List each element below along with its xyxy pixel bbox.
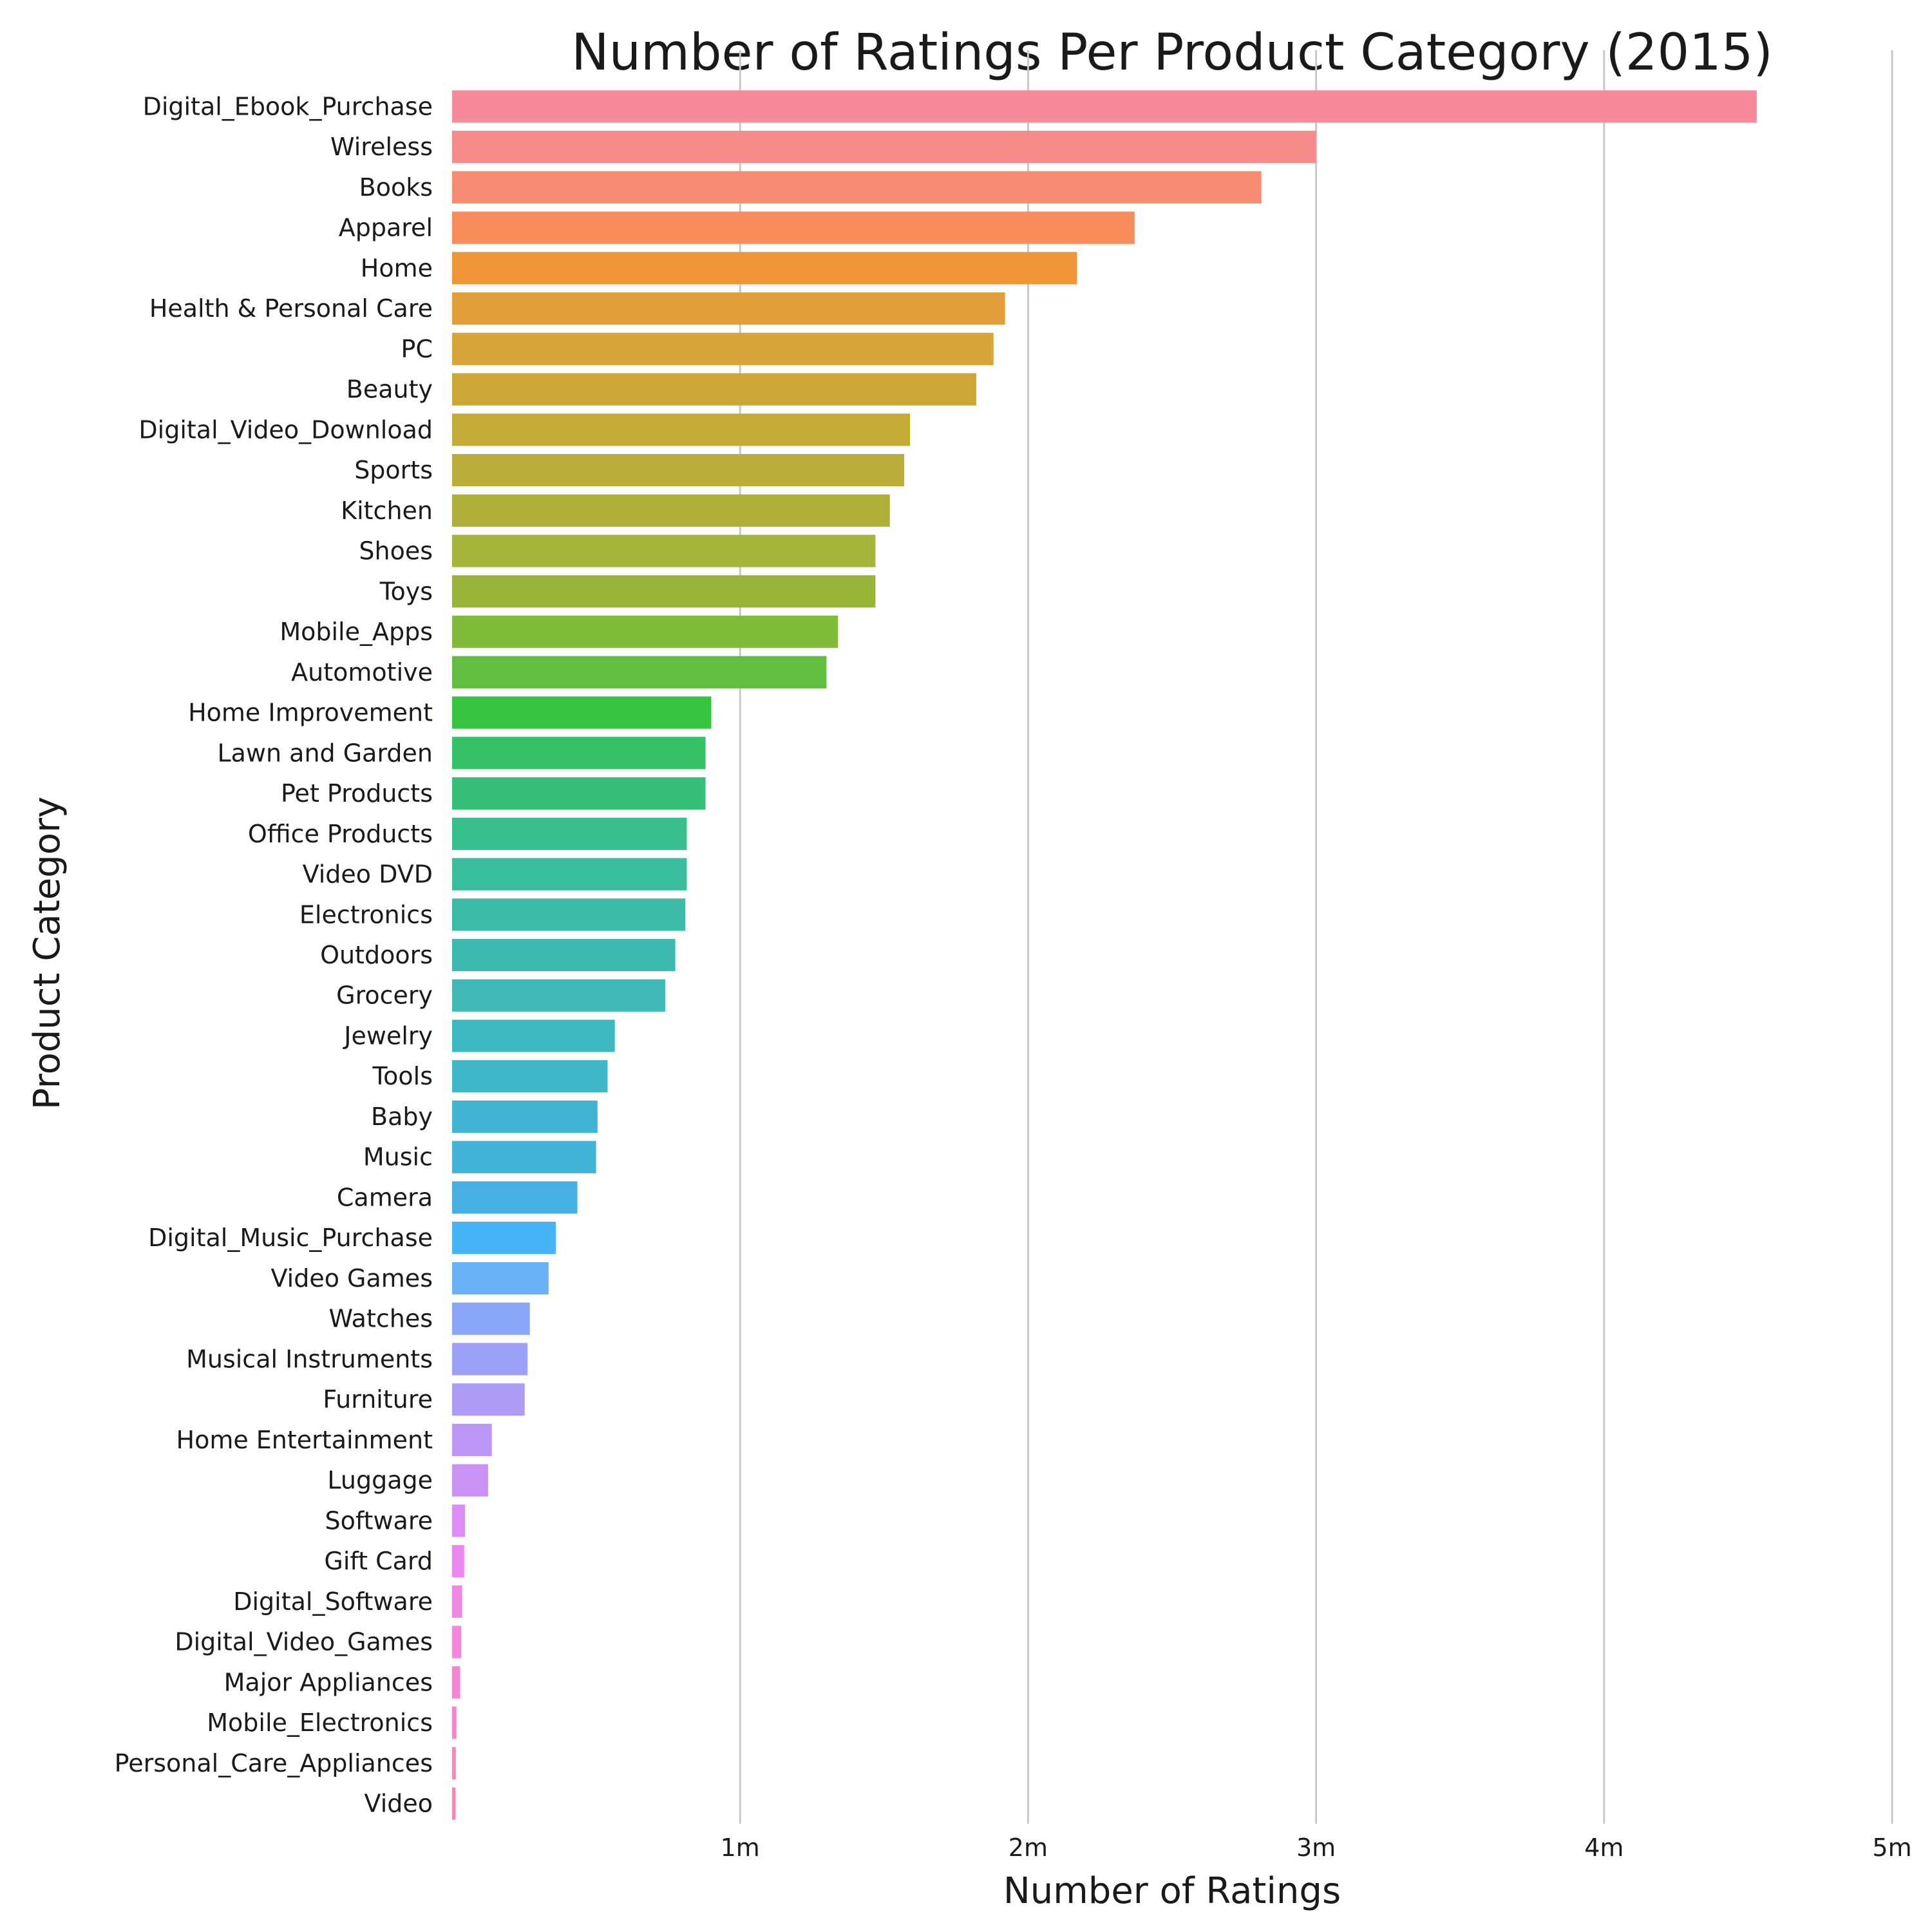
category-label: Watches <box>329 1305 433 1333</box>
bar-home <box>452 252 1077 285</box>
category-label: Books <box>359 173 433 202</box>
category-label: Mobile_Apps <box>279 618 433 646</box>
bar-pet-products <box>452 777 706 810</box>
category-label: Office Products <box>248 820 433 848</box>
category-label: PC <box>401 335 433 363</box>
category-label: Major Appliances <box>224 1668 433 1696</box>
bar-office-products <box>452 817 687 850</box>
x-tick-label: 3m <box>1296 1833 1336 1862</box>
bar-jewelry <box>452 1019 615 1052</box>
category-labels: Digital_Ebook_Purchase Wireless Books Appar… <box>115 92 433 1817</box>
bar-automotive <box>452 656 827 688</box>
category-label: Kitchen <box>341 497 433 525</box>
category-label: Health & Personal Care <box>149 294 433 323</box>
bar-beauty <box>452 373 976 406</box>
category-label: Electronics <box>299 900 433 929</box>
category-label: Camera <box>337 1183 433 1211</box>
bar-luggage <box>452 1464 488 1497</box>
x-tick-label: 1m <box>721 1833 760 1862</box>
chart-title: Number of Ratings Per Product Category (… <box>571 24 1773 82</box>
bar-furniture <box>452 1383 525 1416</box>
category-label: Digital_Ebook_Purchase <box>143 92 433 120</box>
bar-grocery <box>452 979 665 1012</box>
bar-major-appliances <box>452 1666 460 1699</box>
category-label: Software <box>325 1506 433 1535</box>
bar-personal-care-appliances <box>452 1747 456 1779</box>
category-label: Luggage <box>327 1466 433 1495</box>
bar-home-entertainment <box>452 1423 492 1457</box>
category-label: Video Games <box>271 1264 433 1293</box>
bar-outdoors <box>452 938 676 972</box>
category-label: Grocery <box>336 981 433 1010</box>
category-label: Apparel <box>339 214 433 242</box>
bar-video <box>452 1787 456 1820</box>
category-label: Beauty <box>346 375 433 404</box>
bar-lawn-and-garden <box>452 737 706 770</box>
category-label: Digital_Music_Purchase <box>148 1224 433 1252</box>
bar-tools <box>452 1060 608 1093</box>
x-tick-label: 2m <box>1009 1833 1048 1862</box>
category-label: Gift Card <box>324 1547 433 1575</box>
category-label: Home Improvement <box>188 699 433 727</box>
bar-music <box>452 1141 596 1173</box>
bar-gift-card <box>452 1545 464 1578</box>
bar-video-games <box>452 1262 549 1295</box>
bar-baby <box>452 1100 598 1133</box>
bar-digital-video-games <box>452 1625 462 1658</box>
category-label: Digital_Video_Games <box>175 1628 433 1656</box>
category-label: Video DVD <box>303 860 433 889</box>
x-tick-label: 5m <box>1872 1833 1911 1862</box>
bar-sports <box>452 453 905 487</box>
category-label: Personal_Care_Appliances <box>115 1749 433 1777</box>
bar-camera <box>452 1181 578 1214</box>
bar-shoes <box>452 535 876 567</box>
category-label: Lawn and Garden <box>217 739 433 767</box>
category-label: Baby <box>371 1103 433 1131</box>
bar-home-improvement <box>452 696 712 729</box>
bars <box>452 90 1757 1820</box>
category-label: Toys <box>379 577 433 605</box>
bar-video-dvd <box>452 858 687 891</box>
bar-software <box>452 1504 466 1537</box>
bar-musical-instruments <box>452 1343 528 1376</box>
category-label: Jewelry <box>343 1021 433 1050</box>
category-label: Digital_Software <box>233 1587 433 1616</box>
category-label: Sports <box>354 456 433 484</box>
bar-wireless <box>452 131 1316 164</box>
bar-digital-music-purchase <box>452 1222 556 1255</box>
category-label: Outdoors <box>320 941 433 969</box>
category-label: Wireless <box>330 133 433 161</box>
category-label: Shoes <box>359 537 433 565</box>
bar-digital-software <box>452 1585 462 1618</box>
bar-digital-video-download <box>452 413 911 446</box>
bar-pc <box>452 332 994 365</box>
category-label: Mobile_Electronics <box>207 1709 433 1737</box>
bar-mobile-apps <box>452 615 838 649</box>
x-tick-labels: 1m 2m 3m 4m 5m <box>721 1833 1912 1862</box>
category-label: Pet Products <box>281 779 433 808</box>
y-axis-label: Product Category <box>26 797 68 1110</box>
bar-watches <box>452 1302 530 1335</box>
category-label: Tools <box>372 1062 433 1090</box>
category-label: Video <box>365 1790 433 1818</box>
bar-kitchen <box>452 494 890 527</box>
bar-apparel <box>452 211 1135 244</box>
bar-mobile-electronics <box>452 1707 457 1739</box>
category-label: Automotive <box>291 658 433 687</box>
category-label: Digital_Video_Download <box>138 415 433 444</box>
x-axis-label: Number of Ratings <box>1003 1870 1341 1912</box>
gridlines <box>739 50 1893 1824</box>
category-label: Furniture <box>323 1385 433 1414</box>
bar-toys <box>452 575 876 608</box>
bar-digital-ebook-purchase <box>452 90 1757 123</box>
category-label: Musical Instruments <box>186 1345 433 1373</box>
bar-books <box>452 171 1262 204</box>
bar-electronics <box>452 898 686 931</box>
bar-health-personal-care <box>452 292 1005 325</box>
x-tick-label: 4m <box>1584 1833 1624 1862</box>
category-label: Music <box>363 1143 433 1171</box>
category-label: Home <box>361 254 433 282</box>
category-label: Home Entertainment <box>176 1426 433 1454</box>
